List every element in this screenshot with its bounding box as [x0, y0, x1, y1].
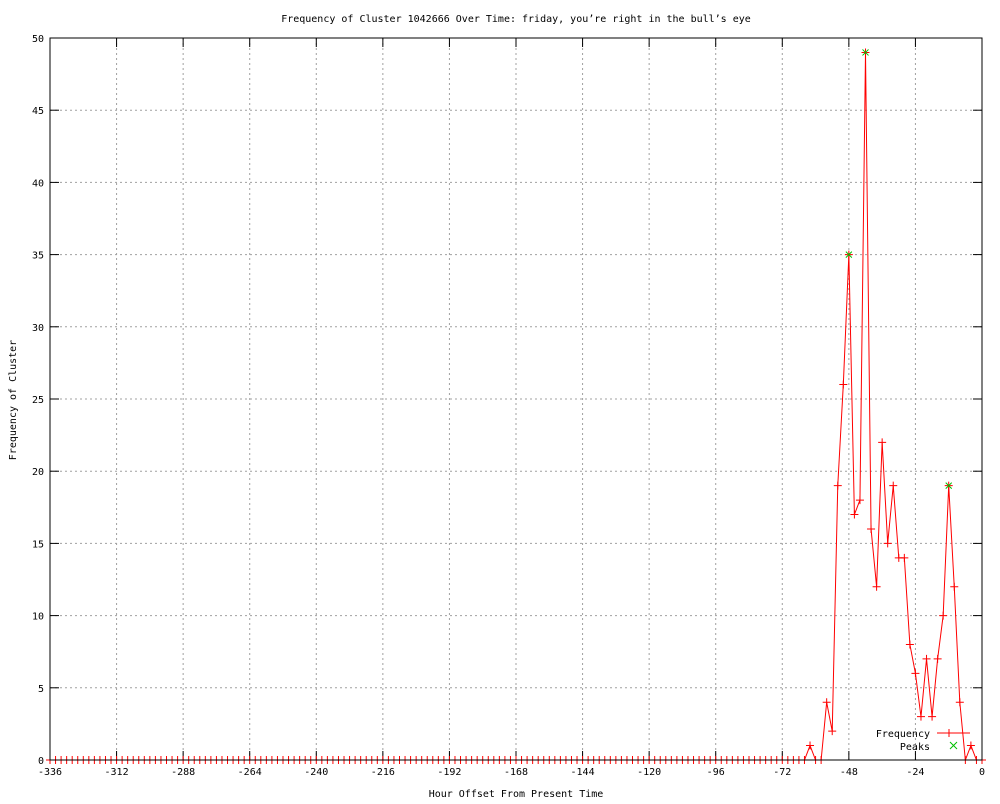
peak-point: [845, 251, 853, 258]
y-tick-label: 45: [32, 106, 44, 117]
x-tick-label: -144: [571, 767, 595, 778]
frequency-point: [911, 669, 920, 678]
legend-marker-peaks: [949, 741, 958, 750]
y-tick-label: 35: [32, 251, 44, 262]
x-tick-label: -120: [637, 767, 661, 778]
frequency-point: [966, 741, 975, 750]
legend-label-frequency: Frequency: [876, 729, 930, 740]
y-tick-label: 20: [32, 467, 44, 478]
x-tick-label: -72: [773, 767, 791, 778]
grid-lines: [50, 38, 982, 760]
frequency-point: [833, 481, 842, 490]
y-tick-label: 5: [38, 684, 44, 695]
y-tick-label: 15: [32, 539, 44, 550]
frequency-point: [916, 712, 925, 721]
x-axis-label: Hour Offset From Present Time: [429, 789, 604, 800]
legend: Frequency Peaks: [876, 729, 970, 753]
y-tick-label: 40: [32, 178, 44, 189]
frequency-point: [922, 654, 931, 663]
frequency-point: [872, 582, 881, 591]
frequency-point: [889, 481, 898, 490]
frequency-point: [950, 582, 959, 591]
frequency-point: [955, 698, 964, 707]
frequency-point: [867, 524, 876, 533]
x-tick-label: -168: [504, 767, 528, 778]
x-tick-label: -240: [304, 767, 328, 778]
frequency-point: [822, 698, 831, 707]
series-layer: [46, 48, 986, 764]
x-tick-label: -264: [238, 767, 262, 778]
x-tick-label: -192: [437, 767, 461, 778]
frequency-point: [878, 438, 887, 447]
x-tick-label: -216: [371, 767, 395, 778]
x-tick-label: -24: [906, 767, 924, 778]
y-tick-label: 50: [32, 34, 44, 45]
y-axis-label: Frequency of Cluster: [8, 340, 19, 460]
peak-point: [945, 482, 953, 489]
y-tick-label: 10: [32, 612, 44, 623]
frequency-point: [850, 510, 859, 519]
x-tick-label: -288: [171, 767, 195, 778]
y-tick-label: 30: [32, 323, 44, 334]
x-tick-label: 0: [979, 767, 985, 778]
x-tick-label: -48: [840, 767, 858, 778]
frequency-point: [905, 640, 914, 649]
chart-title: Frequency of Cluster 1042666 Over Time: …: [281, 14, 751, 25]
y-tick-label: 0: [38, 756, 44, 767]
frequency-point: [933, 654, 942, 663]
y-tick-label: 25: [32, 395, 44, 406]
peak-point: [862, 49, 869, 56]
frequency-point: [939, 611, 948, 620]
x-tick-label: -312: [105, 767, 129, 778]
plot-border: [49, 37, 983, 761]
frequency-point: [828, 727, 837, 736]
frequency-point: [883, 539, 892, 548]
frequency-point: [806, 741, 815, 750]
frequency-point: [855, 496, 864, 505]
frequency-point: [839, 380, 848, 389]
x-tick-label: -96: [707, 767, 725, 778]
frequency-point: [928, 712, 937, 721]
x-tick-label: -336: [38, 767, 62, 778]
legend-label-peaks: Peaks: [900, 742, 930, 753]
frequency-point: [900, 553, 909, 562]
legend-marker-frequency: [945, 729, 953, 737]
